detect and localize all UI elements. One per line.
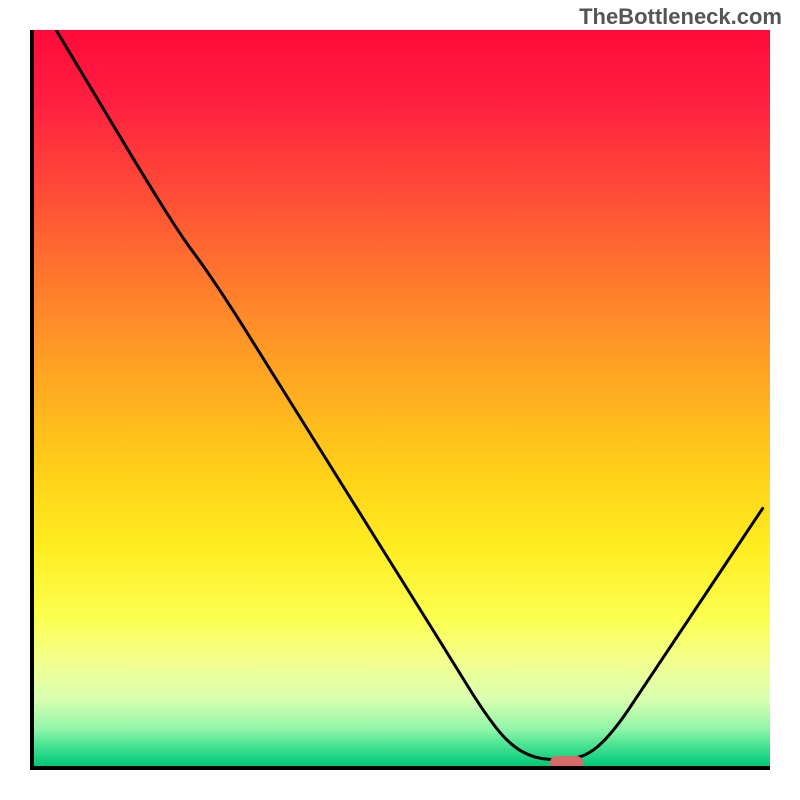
curve-minimum-marker [550,756,583,769]
chart-plot-area [30,30,770,770]
chart-curve-svg [34,30,770,766]
bottleneck-curve-path [56,30,763,760]
watermark-text: TheBottleneck.com [579,4,782,30]
